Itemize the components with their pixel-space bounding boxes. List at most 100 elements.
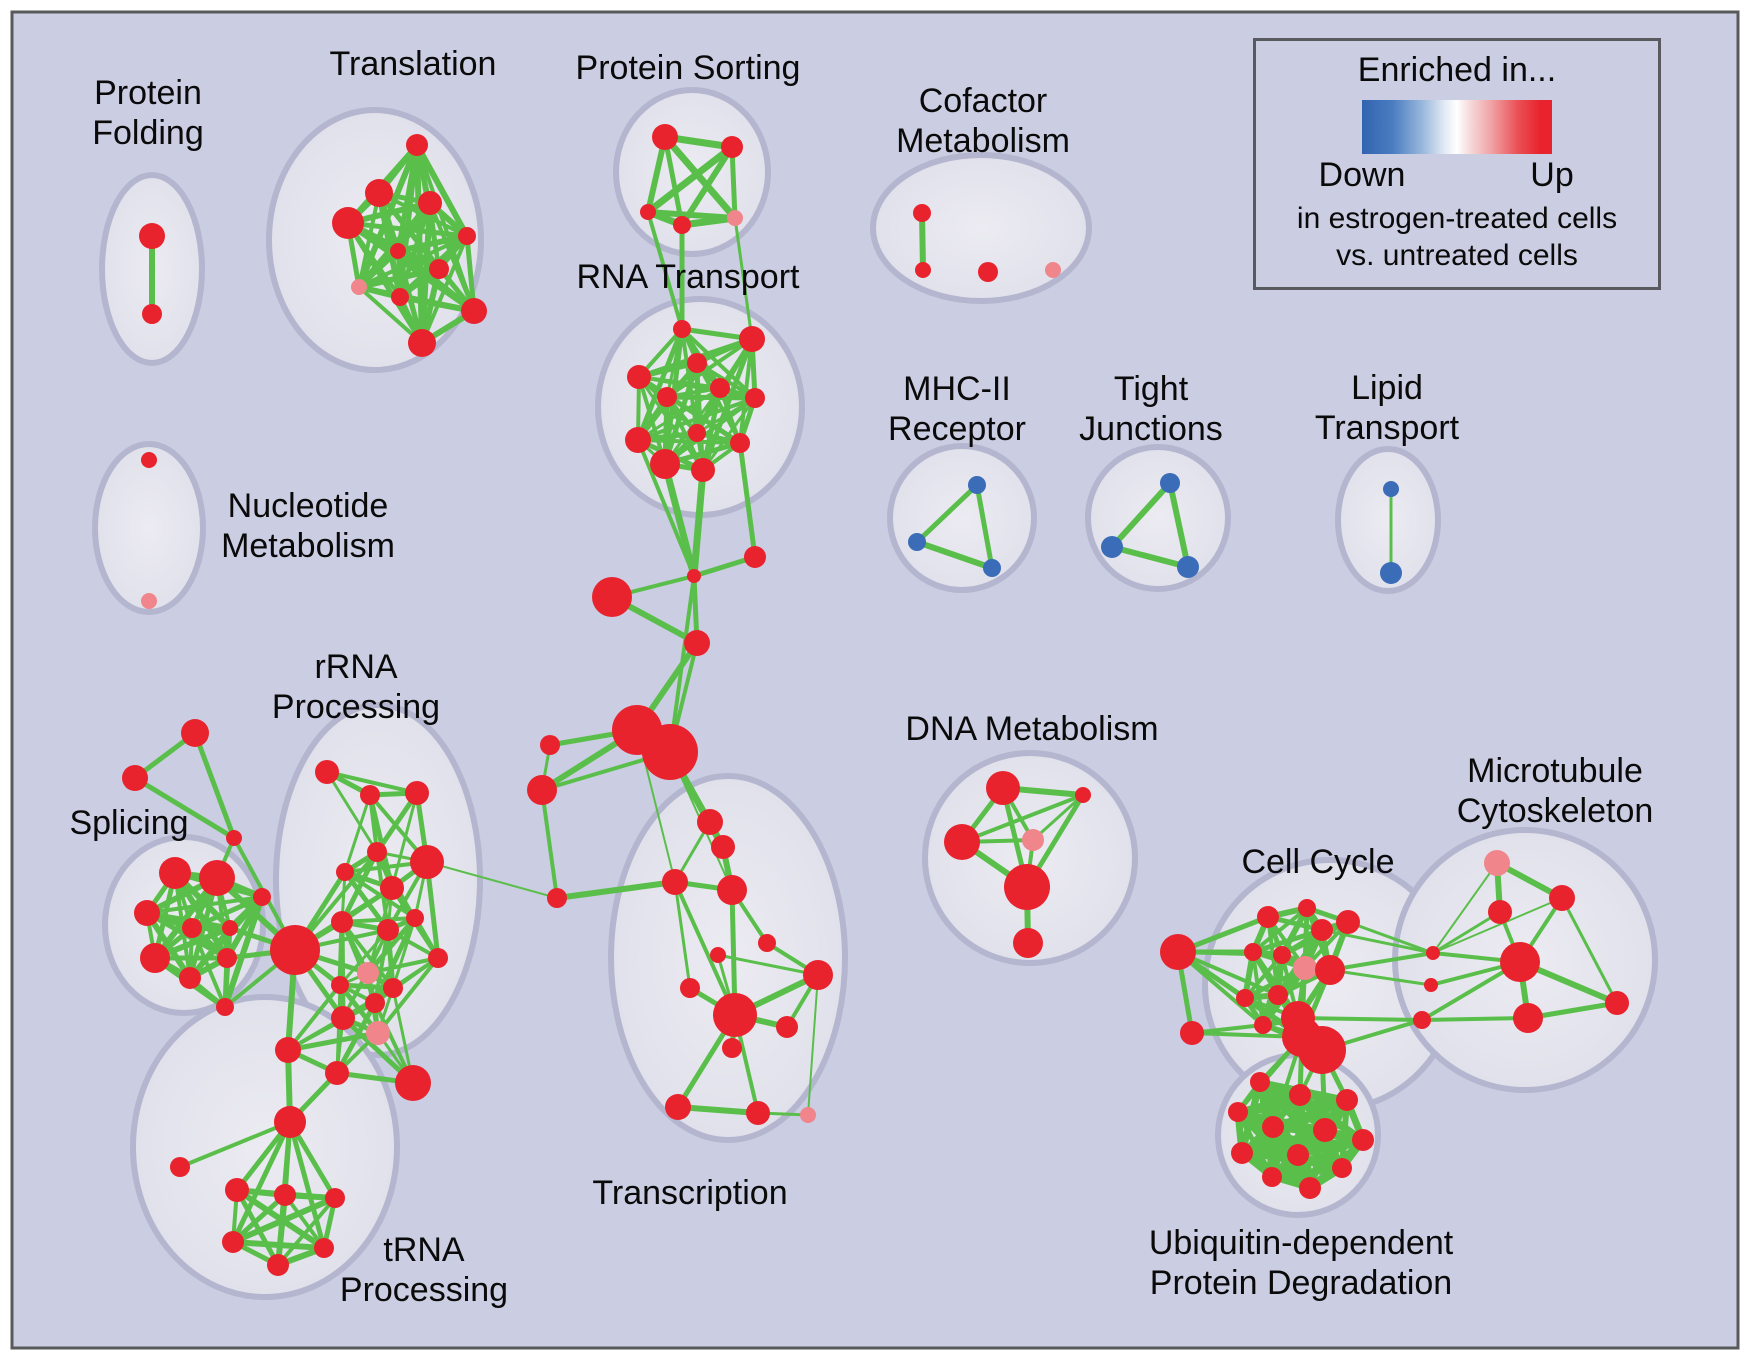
network-node [730,433,750,453]
cluster-label-trna: tRNA [383,1231,465,1269]
cluster-ellipse-nucleotide [92,441,206,615]
network-node [625,427,651,453]
network-node [380,876,404,900]
network-node [267,1254,289,1276]
network-node [1513,1003,1543,1033]
network-node [410,845,444,879]
cluster-label-rna-transport: RNA Transport [577,258,801,296]
network-node [983,559,1001,577]
network-node [1488,900,1512,924]
network-edge [665,395,742,445]
network-edge [1320,928,1435,955]
cluster-label-nucleotide: Metabolism [221,527,395,565]
network-node [540,735,560,755]
network-edge [662,134,685,228]
network-node [351,279,367,295]
cluster-label-rrna: Processing [272,688,440,726]
network-edge [343,793,372,874]
network-node [331,911,353,933]
network-node [968,476,986,494]
network-node [746,1101,770,1125]
network-node [662,869,688,895]
network-node [336,863,354,881]
network-node [665,1094,691,1120]
network-edge [356,248,401,290]
cluster-label-splicing: Splicing [69,804,188,842]
network-node [406,909,424,927]
network-node [367,842,387,862]
legend-box: Enriched in... Down Up in estrogen-treat… [1253,38,1661,290]
cluster-label-protein-folding: Protein [94,74,202,112]
network-node [179,967,201,989]
network-node [226,830,242,846]
network-node [1299,1177,1321,1199]
network-node [1311,919,1333,941]
network-node [391,288,409,306]
network-node [1313,1118,1337,1142]
network-edge [644,143,736,216]
network-node [978,262,998,282]
network-edge [1560,896,1619,1005]
legend-title: Enriched in... [1357,51,1557,89]
network-node [1231,1142,1253,1164]
network-edge [189,894,265,931]
network-edge [919,210,926,273]
network-node [687,353,707,373]
network-edge [1109,480,1173,550]
network-node [673,216,691,234]
network-edge [673,880,737,1017]
network-node [908,533,926,551]
network-node [181,719,209,747]
network-node [408,329,436,357]
network-node [325,1188,345,1208]
network-node [182,918,202,938]
network-node [758,934,776,952]
network-node [1101,536,1123,558]
network-node [1254,1016,1272,1034]
cluster-label-microtubule: Microtubule [1467,752,1643,790]
network-node [744,546,766,568]
network-node [253,888,271,906]
network-node [1336,910,1360,934]
network-node [776,1016,798,1038]
cluster-label-microtubule: Cytoskeleton [1457,792,1654,830]
network-node [332,207,364,239]
network-edge [373,928,390,1005]
network-edge [716,953,820,977]
network-node [314,1238,334,1258]
network-node [697,809,723,835]
network-edge [554,879,678,901]
network-node [142,304,162,324]
network-node [1298,899,1316,917]
network-node [687,569,701,583]
network-node [377,919,399,941]
network-edge [1432,897,1563,954]
network-node [461,298,487,324]
network-node [727,210,743,226]
cluster-label-rrna: rRNA [314,648,397,686]
network-edge [340,916,417,924]
network-node [913,204,931,222]
network-edge [646,210,684,331]
network-edge [974,482,995,571]
network-node [1426,946,1440,960]
network-edge [132,775,237,841]
network-node [800,1107,816,1123]
network-node [365,993,385,1013]
network-edge [690,466,707,580]
network-edge [390,791,419,890]
network-node [1273,946,1291,964]
network-node [1262,1116,1284,1138]
cluster-label-protein-folding: Folding [92,114,204,152]
network-node [691,458,715,482]
network-edge [661,133,739,222]
network-node [222,1231,244,1253]
network-node [650,449,680,479]
network-node [1268,985,1288,1005]
network-edge [338,928,390,987]
network-edge [701,396,757,472]
legend-gradient-bar [1362,100,1552,154]
network-node [139,223,165,249]
cluster-label-transcription: Transcription [592,1174,787,1212]
